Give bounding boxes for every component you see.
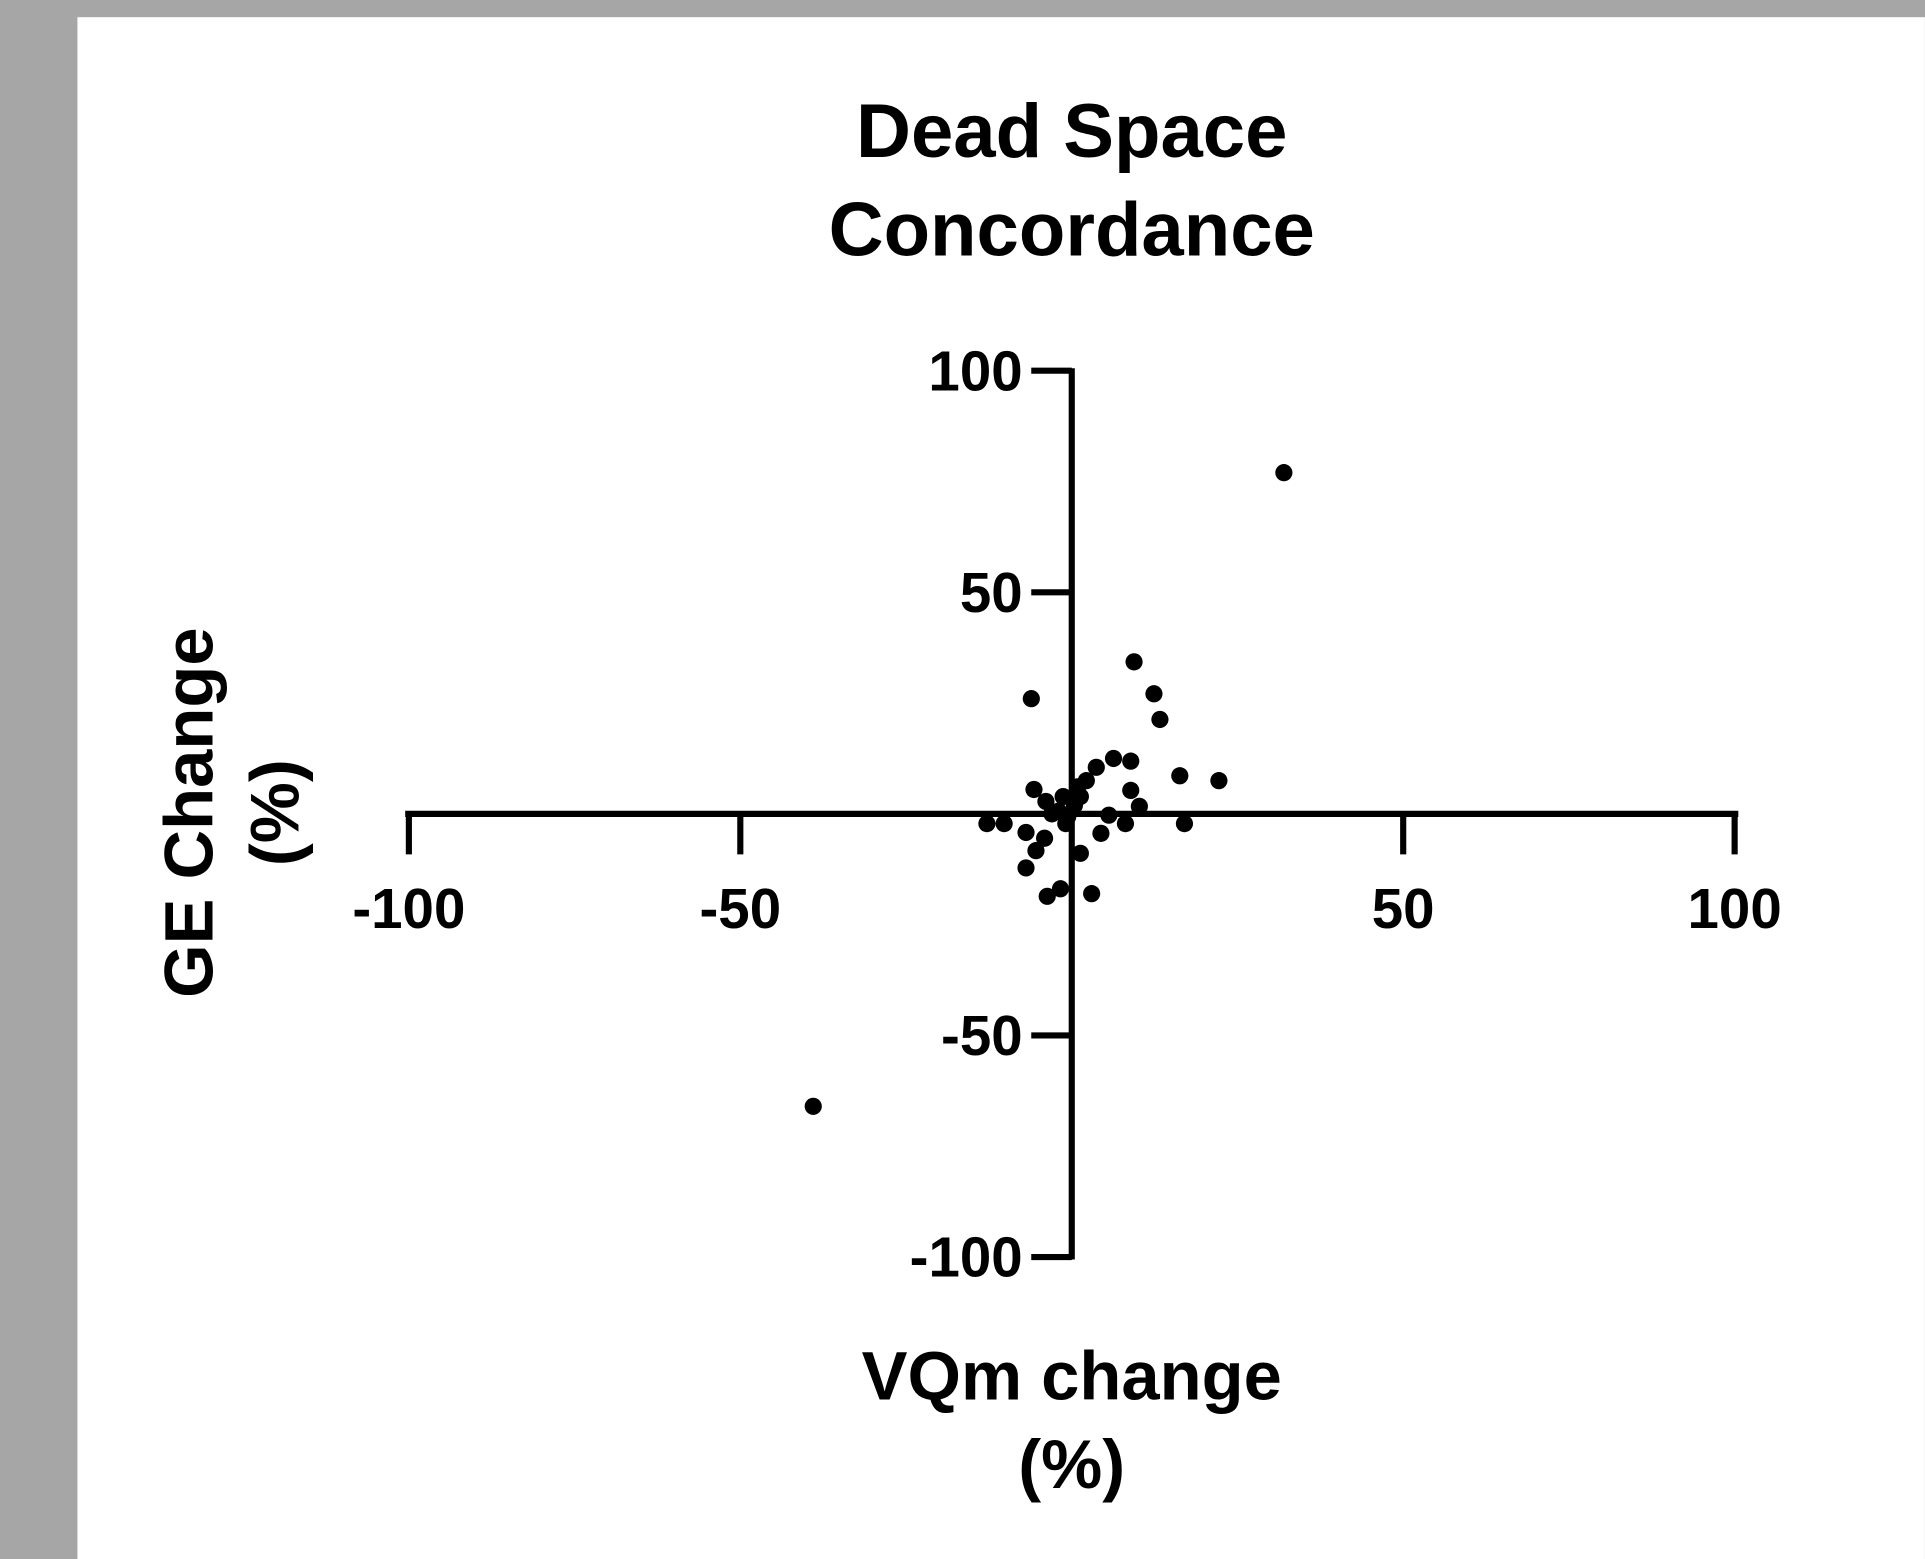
- point: [1122, 752, 1140, 770]
- y-tick-label: -100: [910, 1226, 1023, 1289]
- point: [1104, 749, 1123, 768]
- point: [1027, 842, 1045, 860]
- x-tick-label: -50: [700, 877, 782, 940]
- point: [1116, 815, 1135, 833]
- point: [1145, 685, 1163, 703]
- y-tick-label: 50: [960, 561, 1023, 624]
- point: [1092, 824, 1110, 842]
- point: [1151, 710, 1169, 729]
- point: [1065, 796, 1083, 815]
- x-tick-label: 50: [1372, 877, 1435, 940]
- y-axis-label: (%): [236, 759, 313, 866]
- point: [1210, 772, 1228, 790]
- point: [1125, 653, 1143, 671]
- chart-title: Dead Space: [856, 89, 1287, 174]
- y-axis-label: GE Change: [150, 627, 227, 997]
- point: [1025, 780, 1043, 799]
- point: [1175, 815, 1194, 833]
- x-axis-label: (%): [1018, 1426, 1125, 1503]
- point: [1043, 805, 1061, 823]
- point: [1122, 781, 1140, 799]
- point: [995, 815, 1013, 833]
- point: [1087, 758, 1105, 776]
- point: [1051, 880, 1070, 898]
- x-axis-label: VQm change: [862, 1337, 1282, 1414]
- point: [1038, 887, 1056, 905]
- panel: [77, 17, 1925, 1559]
- point: [1083, 885, 1101, 903]
- y-tick-label: 100: [928, 339, 1022, 402]
- point: [1022, 690, 1040, 708]
- point: [1130, 797, 1148, 815]
- x-tick-label: 100: [1688, 877, 1782, 940]
- point: [1100, 806, 1118, 824]
- point: [1275, 464, 1293, 482]
- point: [1171, 767, 1189, 785]
- point: [804, 1097, 822, 1115]
- point: [1057, 815, 1075, 833]
- point: [1035, 829, 1054, 847]
- point: [978, 815, 996, 833]
- point: [1017, 859, 1035, 877]
- y-tick-label: -50: [941, 1004, 1023, 1067]
- point: [1017, 823, 1035, 842]
- point: [1071, 844, 1089, 862]
- x-tick-label: -100: [352, 877, 465, 940]
- chart-title: Concordance: [829, 187, 1315, 272]
